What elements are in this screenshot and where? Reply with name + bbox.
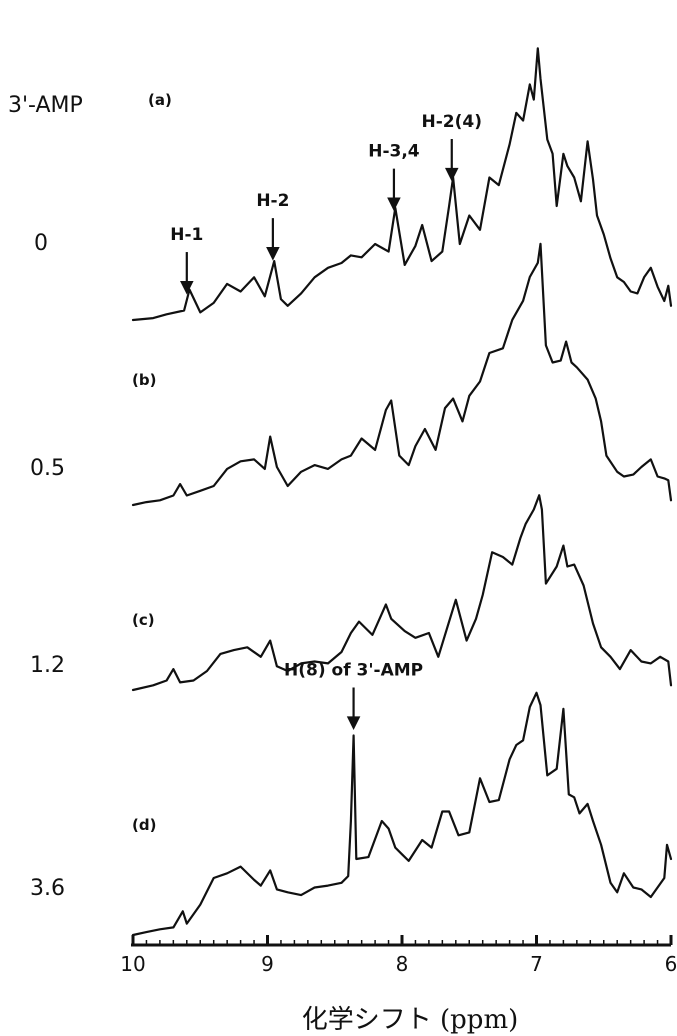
peak-arrow-head [387, 197, 401, 212]
x-tick-label: 9 [261, 952, 274, 976]
peak-arrow-head [180, 280, 194, 295]
peak-label: H(8) of 3'-AMP [284, 661, 423, 681]
x-axis-label: 化学シフト (ppm) [302, 1005, 519, 1035]
x-axis-ticks: 10 9 8 7 6 [120, 935, 677, 976]
spectrum-traces [131, 47, 673, 937]
conc-label-c: 1.2 [30, 653, 65, 678]
x-tick-label: 7 [530, 952, 543, 976]
peak-label: H-2(4) [422, 112, 482, 132]
peak-label: H-2 [256, 191, 289, 211]
panel-label-a: (a) [148, 91, 172, 109]
x-tick-label: 6 [665, 952, 677, 976]
peak-annotations: H-1 H-2 H-3,4H-2(4) H(8) of 3'-AMP [170, 112, 482, 730]
concentration-header: 3'-AMP [8, 93, 83, 118]
peak-label: H-3,4 [368, 142, 420, 162]
peak-arrow-head [266, 247, 280, 261]
conc-label-a: 0 [34, 231, 48, 256]
spectrum-trace-c [131, 494, 673, 692]
peak-arrow-head [444, 167, 459, 182]
panel-label-d: (d) [132, 816, 156, 834]
x-tick-label: 10 [120, 952, 145, 976]
conc-label-b: 0.5 [30, 456, 65, 481]
panel-label-c: (c) [132, 611, 155, 629]
x-tick-label: 8 [396, 952, 409, 976]
conc-label-d: 3.6 [30, 876, 65, 901]
spectrum-trace-a [131, 47, 673, 322]
peak-arrow-head [346, 716, 361, 730]
spectrum-trace-d [131, 691, 673, 937]
spectrum-trace-b [131, 242, 673, 507]
panel-label-b: (b) [132, 371, 156, 389]
peak-label: H-1 [170, 225, 203, 245]
